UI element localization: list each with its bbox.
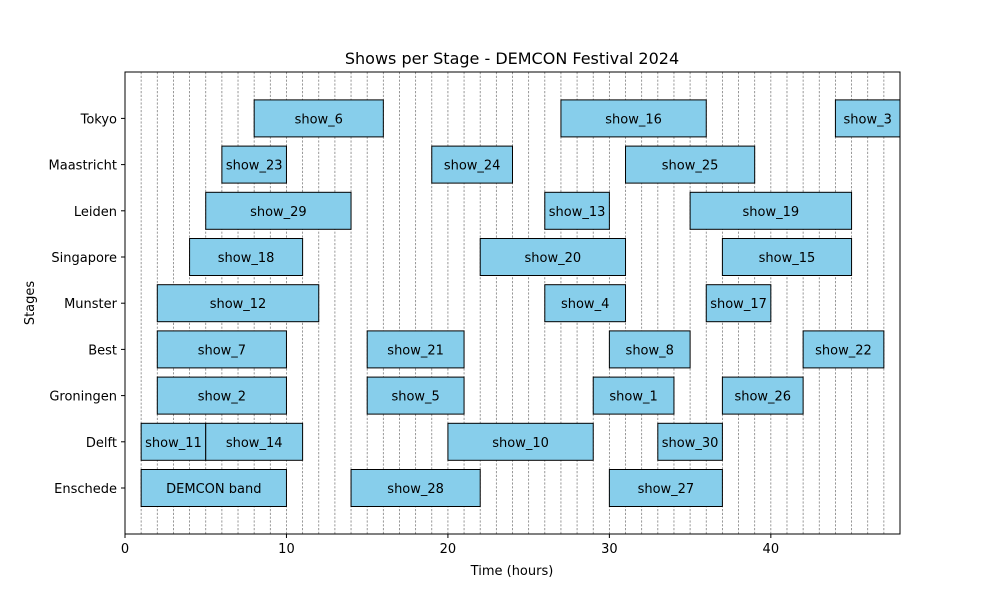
show-label: show_26 xyxy=(734,390,791,405)
show-label: show_10 xyxy=(492,436,549,451)
y-tick-label: Tokyo xyxy=(80,112,117,127)
y-tick-label: Singapore xyxy=(51,251,117,266)
x-tick-label: 30 xyxy=(601,542,618,557)
x-tick-label: 0 xyxy=(121,542,129,557)
show-label: show_22 xyxy=(815,343,872,358)
show-label: show_19 xyxy=(743,205,800,220)
show-label: show_28 xyxy=(387,482,444,497)
show-label: show_3 xyxy=(844,112,892,127)
x-tick-label: 40 xyxy=(763,542,780,557)
show-label: show_17 xyxy=(710,297,767,312)
show-label: show_6 xyxy=(295,112,343,127)
show-label: show_13 xyxy=(549,205,606,220)
show-label: show_18 xyxy=(218,251,275,266)
show-label: show_27 xyxy=(638,482,695,497)
x-tick-label: 20 xyxy=(440,542,457,557)
x-axis-label: Time (hours) xyxy=(470,564,554,579)
show-label: show_8 xyxy=(626,343,674,358)
show-label: show_30 xyxy=(662,436,719,451)
show-label: show_7 xyxy=(198,343,246,358)
y-tick-label: Munster xyxy=(64,297,118,312)
show-label: show_16 xyxy=(605,112,662,127)
show-label: show_14 xyxy=(226,436,283,451)
show-label: DEMCON band xyxy=(166,482,261,497)
y-axis-label: Stages xyxy=(23,281,38,326)
show-label: show_23 xyxy=(226,159,283,174)
show-label: show_1 xyxy=(609,390,657,405)
show-label: show_15 xyxy=(759,251,816,266)
chart-title: Shows per Stage - DEMCON Festival 2024 xyxy=(345,49,679,68)
y-tick-label: Delft xyxy=(86,436,117,451)
show-label: show_4 xyxy=(561,297,609,312)
y-tick-label: Groningen xyxy=(49,390,117,405)
x-tick-label: 10 xyxy=(278,542,295,557)
show-label: show_20 xyxy=(525,251,582,266)
y-axis: Enschede Delft Groningen Best Munster Singapo… xyxy=(49,112,125,497)
show-label: show_24 xyxy=(444,159,501,174)
y-tick-label: Leiden xyxy=(74,205,117,220)
y-tick-label: Best xyxy=(88,343,117,358)
show-label: show_12 xyxy=(210,297,267,312)
x-axis: 0 10 20 30 40 xyxy=(121,534,779,557)
show-label: show_25 xyxy=(662,159,719,174)
show-label: show_2 xyxy=(198,390,246,405)
y-tick-label: Enschede xyxy=(54,482,117,497)
show-label: show_29 xyxy=(250,205,307,220)
y-tick-label: Maastricht xyxy=(49,159,117,174)
show-label: show_11 xyxy=(145,436,202,451)
show-label: show_21 xyxy=(387,343,444,358)
show-label: show_5 xyxy=(391,390,439,405)
show-labels: DEMCON band show_28 show_27 show_11 show_14 s… xyxy=(145,112,892,497)
